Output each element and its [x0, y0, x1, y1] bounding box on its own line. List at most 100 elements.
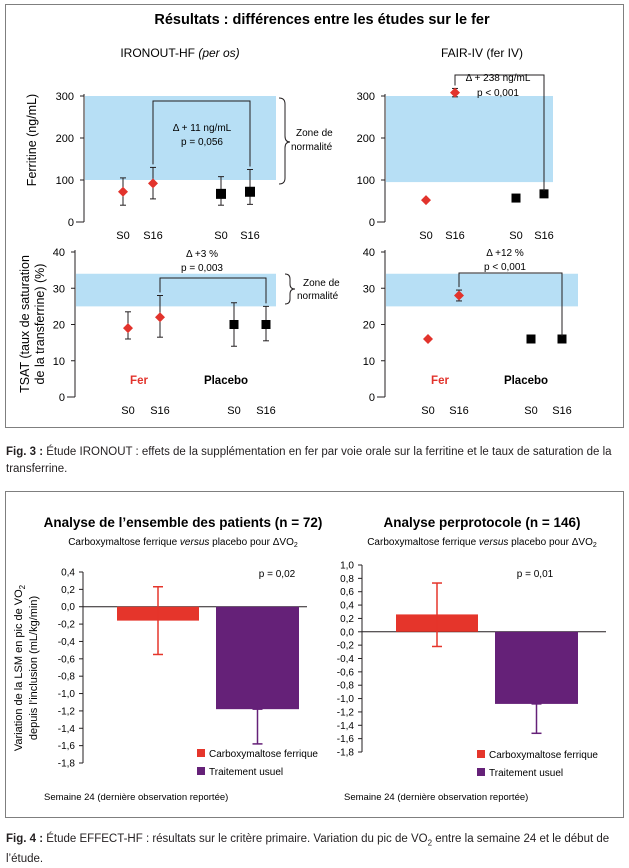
y-tick-label: -0,6 [58, 654, 76, 665]
fig4-right-title: Analyse perprotocole (n = 146) [384, 515, 581, 530]
y-tick-label: 200 [357, 133, 375, 145]
x-tick-label: S16 [552, 405, 572, 417]
y-tick-label: -1,2 [337, 707, 355, 718]
y-tick-label: -0,2 [337, 641, 355, 652]
y-tick-label: -0,8 [337, 681, 355, 692]
iron-point [155, 312, 165, 323]
panel-3: 0 10 20 30 40 S0 S16 S0 S16 Δ +3 % p = 0,003 [53, 247, 276, 417]
y-tick-label: -1,6 [337, 734, 355, 745]
y-tick-label: 20 [53, 320, 65, 332]
y-tick-label: -0,6 [337, 667, 355, 678]
y-tick-label: -1,8 [337, 748, 355, 759]
x-tick-label: S0 [121, 405, 134, 417]
x-tick-label: S0 [227, 405, 240, 417]
x-tick-label: S16 [449, 405, 469, 417]
normal-zone-band [386, 96, 553, 183]
y-tick-label: 0 [369, 217, 375, 229]
normal-zone-band [76, 273, 276, 307]
fig4-caption: Fig. 4 : Étude EFFECT-HF : résultats sur… [6, 831, 626, 868]
fig3-title: Résultats : différences entre les études… [154, 12, 490, 28]
iron-point [148, 178, 158, 189]
fer-label-left: Fer [130, 375, 148, 387]
zone-label-top-2: normalité [291, 142, 333, 153]
fig4-caption-label: Fig. 4 : [6, 833, 44, 845]
y-tick-label: 300 [56, 91, 74, 103]
fer-label-right: Fer [431, 375, 449, 387]
placebo-label-left: Placebo [204, 375, 248, 387]
delta-label: Δ +3 % [186, 249, 218, 260]
zone-brace-bottom [284, 273, 296, 305]
y-tick-label: 0 [68, 217, 74, 229]
y-tick-label: 40 [53, 247, 65, 259]
fig4-ylabel-2: depuis l’inclusion (mL/kg/min) [28, 596, 40, 740]
legend-label: Traitement usuel [209, 767, 283, 778]
legend-label: Traitement usuel [489, 768, 563, 779]
y-tick-label: -1,0 [58, 689, 76, 700]
bar-panel-2: 1,0 0,8 0,6 0,4 0,2 0,0 -0,2 -0,4 -0,6 -0,8 -1,0 -1… [337, 561, 606, 779]
fig3-ylabel-bottom-1: TSAT (taux de saturation [18, 255, 32, 393]
placebo-point [557, 334, 567, 344]
y-tick-label: 0,8 [340, 574, 354, 585]
y-tick-label: 10 [363, 356, 375, 368]
fig4-caption-sub: 2 [427, 838, 433, 848]
p-value-label: p = 0,02 [259, 569, 296, 580]
zone-brace-top [278, 97, 291, 185]
fig3-caption-text: Étude IRONOUT : effets de la supplémenta… [6, 446, 612, 475]
iron-point [118, 186, 128, 197]
placebo-point [526, 334, 536, 344]
y-tick-label: 0,2 [340, 614, 354, 625]
y-tick-label: -0,4 [58, 637, 76, 648]
panel-2: 0 100 200 300 S0 S16 S0 S16 Δ + 238 ng/mL p < 0,0… [357, 73, 554, 242]
p-value-label: p < 0,001 [477, 88, 519, 99]
y-tick-label: 30 [363, 283, 375, 295]
comparison-bracket [159, 277, 267, 304]
fig4-left-title: Analyse de l’ensemble des patients (n = … [44, 515, 323, 530]
placebo-label-right: Placebo [504, 375, 548, 387]
legend-swatch [477, 768, 485, 776]
comparison-bracket [454, 74, 545, 191]
placebo-point [261, 320, 271, 329]
delta-label: Δ + 11 ng/mL [173, 123, 232, 134]
y-tick-label: 30 [53, 283, 65, 295]
panel-4: 0 10 20 30 40 S0 S16 S0 S16 Δ +12 % p < 0,001 [363, 247, 578, 417]
fig3-chart: Résultats : différences entre les études… [18, 12, 578, 417]
y-tick-label: 100 [56, 175, 74, 187]
y-tick-label: -0,4 [337, 654, 355, 665]
y-tick-label: -0,8 [58, 672, 76, 683]
iron-point [123, 323, 133, 334]
iron-point [423, 334, 433, 344]
fig3-left-title: IRONOUT-HF (per os) [120, 46, 239, 60]
y-tick-label: 40 [363, 247, 375, 259]
bar-panel-1: 0,4 0,2 0,0 -0,2 -0,4 -0,6 -0,8 -1,0 -1,2 -1,4 -1,… [58, 568, 319, 779]
y-tick-label: 100 [357, 175, 375, 187]
y-tick-label: -1,8 [58, 759, 76, 770]
p-value-label: p < 0,001 [484, 262, 526, 273]
legend-swatch [197, 749, 205, 757]
bar-usual-treatment [216, 606, 299, 710]
x-tick-label: S0 [524, 405, 537, 417]
y-tick-label: -1,4 [58, 724, 76, 735]
zone-label-top-1: Zone de [296, 128, 333, 139]
fig4-left-subtitle: Carboxymaltose ferrique versus placebo p… [68, 537, 298, 549]
placebo-point [216, 188, 226, 199]
y-tick-label: 0 [369, 392, 375, 404]
normal-zone-band [85, 96, 276, 180]
iron-point [450, 87, 460, 98]
legend-swatch [197, 767, 205, 775]
zone-label-bottom-2: normalité [297, 291, 339, 302]
y-tick-label: 20 [363, 320, 375, 332]
y-tick-label: 0,0 [61, 602, 75, 613]
fig4-right-subtitle: Carboxymaltose ferrique versus placebo p… [367, 537, 597, 549]
panel-1: 0 100 200 300 S0 S16 S0 S16 Δ + 11 ng/mL p = 0,05… [56, 91, 276, 242]
normal-zone-band [386, 273, 578, 307]
x-tick-label: S16 [143, 230, 163, 242]
comparison-bracket [458, 272, 563, 336]
fig4-ylabel-1: Variation de la LSM en pic de VO2 [13, 584, 27, 751]
y-tick-label: 0,2 [61, 585, 75, 596]
placebo-point [245, 186, 255, 197]
y-tick-label: 0,6 [340, 587, 354, 598]
iron-point [454, 290, 464, 301]
p-value-label: p = 0,003 [181, 263, 223, 274]
y-tick-label: 1,0 [340, 561, 354, 572]
